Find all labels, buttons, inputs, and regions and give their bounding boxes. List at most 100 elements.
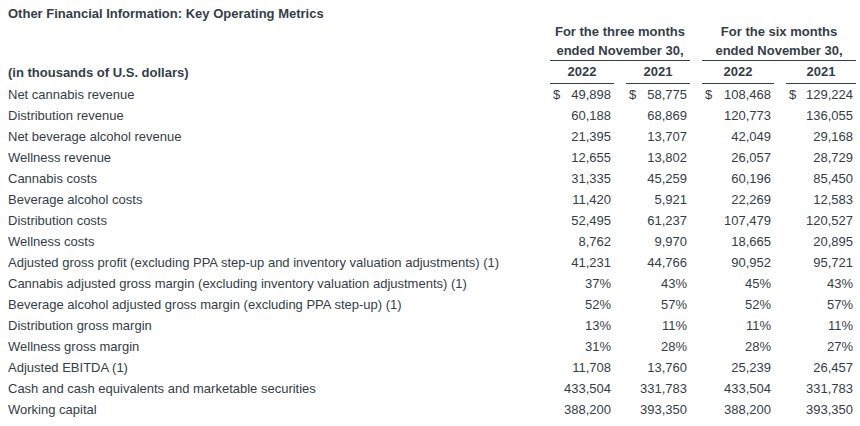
table-header-group-line1: For the three months For the six months xyxy=(8,22,856,42)
value-cell: 25,239 xyxy=(702,357,774,378)
cell-value: 12,583 xyxy=(813,189,853,210)
row-label: Distribution revenue xyxy=(8,105,550,126)
value-cell: $58,775 xyxy=(626,84,690,105)
cell-value: 129,224 xyxy=(806,84,853,105)
cell-value: 388,200 xyxy=(724,399,771,420)
cell-value: 28% xyxy=(661,336,687,357)
cell-value: 18,665 xyxy=(731,231,771,252)
cell-value: 58,775 xyxy=(647,84,687,105)
value-cell: $108,468 xyxy=(702,84,774,105)
page-title: Other Financial Information: Key Operati… xyxy=(8,6,856,22)
cell-value: 52% xyxy=(585,294,611,315)
cell-value: 44,766 xyxy=(647,252,687,273)
cell-value: 331,783 xyxy=(806,378,853,399)
year-header-3m-2022: 2022 xyxy=(550,61,614,84)
cell-value: 11,708 xyxy=(572,357,611,378)
value-cell: 26,057 xyxy=(702,147,774,168)
value-cell: 11% xyxy=(702,315,774,336)
value-cell: 13,802 xyxy=(626,147,690,168)
cell-value: 12,655 xyxy=(571,147,611,168)
value-cell: 22,269 xyxy=(702,189,774,210)
value-cell: 28% xyxy=(702,336,774,357)
cell-value: 393,350 xyxy=(640,399,687,420)
col-group-six-months-subtitle: ended November 30, xyxy=(702,42,856,61)
value-cell: 90,952 xyxy=(702,252,774,273)
cell-value: 9,970 xyxy=(654,231,687,252)
cell-value: 28% xyxy=(745,336,771,357)
value-cell: 21,395 xyxy=(550,126,614,147)
cell-value: 27% xyxy=(827,336,853,357)
value-cell: 95,721 xyxy=(786,252,856,273)
cell-value: 60,196 xyxy=(731,168,771,189)
cell-value: 433,504 xyxy=(724,378,771,399)
value-cell: 20,895 xyxy=(786,231,856,252)
value-cell: 60,196 xyxy=(702,168,774,189)
cell-value: 52% xyxy=(745,294,771,315)
cell-value: 11,420 xyxy=(572,189,611,210)
year-header-6m-2022: 2022 xyxy=(702,61,774,84)
value-cell: 45% xyxy=(702,273,774,294)
value-cell: 28% xyxy=(626,336,690,357)
table-row: Cannabis adjusted gross margin (excludin… xyxy=(8,273,856,294)
cell-value: 37% xyxy=(585,273,611,294)
row-label: Cannabis adjusted gross margin (excludin… xyxy=(8,273,550,294)
cell-value: 31% xyxy=(585,336,611,357)
value-cell: 31% xyxy=(550,336,614,357)
value-cell: 41,231 xyxy=(550,252,614,273)
value-cell: 13,760 xyxy=(626,357,690,378)
table-row: Cannabis costs 31,335 45,259 60,196 85,4… xyxy=(8,168,856,189)
value-cell: 57% xyxy=(626,294,690,315)
value-cell: 57% xyxy=(786,294,856,315)
table-row: Distribution costs 52,495 61,237 107,479… xyxy=(8,210,856,231)
value-cell: 27% xyxy=(786,336,856,357)
row-label: Working capital xyxy=(8,399,550,420)
cell-value: 393,350 xyxy=(806,399,853,420)
value-cell: 433,504 xyxy=(702,378,774,399)
table-row: Net cannabis revenue $49,898 $58,775 $10… xyxy=(8,84,856,105)
unit-label: (in thousands of U.S. dollars) xyxy=(8,61,550,84)
table-row: Beverage alcohol adjusted gross margin (… xyxy=(8,294,856,315)
value-cell: 43% xyxy=(786,273,856,294)
col-group-three-months-subtitle: ended November 30, xyxy=(550,42,690,61)
value-cell: 12,655 xyxy=(550,147,614,168)
value-cell: 68,869 xyxy=(626,105,690,126)
row-label: Adjusted EBITDA (1) xyxy=(8,357,550,378)
dollar-sign: $ xyxy=(629,84,636,105)
cell-value: 95,721 xyxy=(813,252,853,273)
value-cell: 388,200 xyxy=(550,399,614,420)
cell-value: 13,707 xyxy=(647,126,687,147)
value-cell: 52,495 xyxy=(550,210,614,231)
cell-value: 52,495 xyxy=(571,210,611,231)
row-label: Wellness costs xyxy=(8,231,550,252)
header-spacer xyxy=(8,42,550,61)
cell-value: 331,783 xyxy=(640,378,687,399)
cell-value: 8,762 xyxy=(578,231,611,252)
cell-value: 11% xyxy=(662,315,687,336)
value-cell: 42,049 xyxy=(702,126,774,147)
value-cell: 433,504 xyxy=(550,378,614,399)
value-cell: 11% xyxy=(626,315,690,336)
cell-value: 107,479 xyxy=(724,210,771,231)
row-label: Wellness revenue xyxy=(8,147,550,168)
value-cell: 388,200 xyxy=(702,399,774,420)
row-label: Adjusted gross profit (excluding PPA ste… xyxy=(8,252,550,273)
cell-value: 26,057 xyxy=(731,147,771,168)
value-cell: 52% xyxy=(550,294,614,315)
cell-value: 22,269 xyxy=(731,189,771,210)
table-row: Adjusted EBITDA (1) 11,708 13,760 25,239… xyxy=(8,357,856,378)
value-cell: 11,420 xyxy=(550,189,614,210)
row-label: Cannabis costs xyxy=(8,168,550,189)
cell-value: 136,055 xyxy=(806,105,853,126)
header-spacer xyxy=(8,22,550,42)
value-cell: 12,583 xyxy=(786,189,856,210)
value-cell: 9,970 xyxy=(626,231,690,252)
value-cell: 60,188 xyxy=(550,105,614,126)
value-cell: 28,729 xyxy=(786,147,856,168)
col-group-six-months-title: For the six months xyxy=(702,22,856,42)
table-row: Cash and cash equivalents and marketable… xyxy=(8,378,856,399)
cell-value: 43% xyxy=(827,273,853,294)
value-cell: $49,898 xyxy=(550,84,614,105)
row-label: Net beverage alcohol revenue xyxy=(8,126,550,147)
value-cell: 393,350 xyxy=(626,399,690,420)
value-cell: 331,783 xyxy=(786,378,856,399)
